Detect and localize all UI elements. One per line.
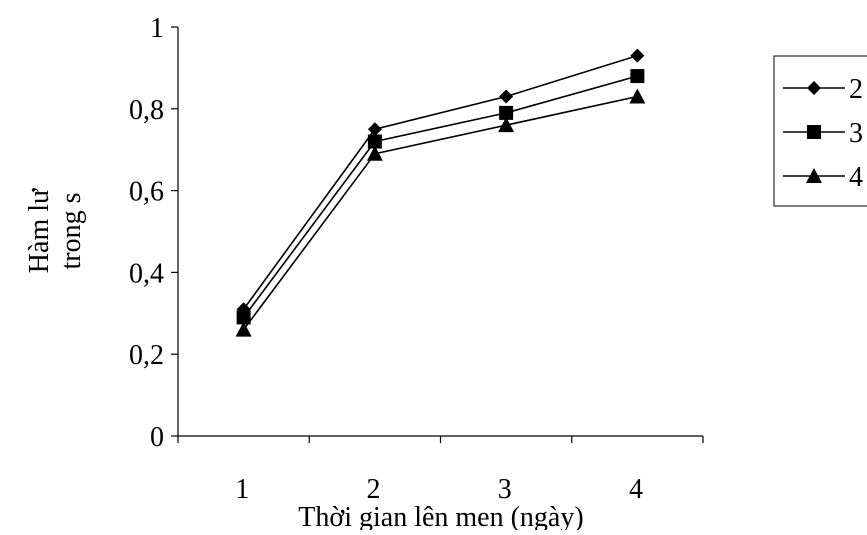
data-point-triangle bbox=[498, 117, 515, 133]
y-tick-label: 1 bbox=[150, 13, 164, 44]
series-line bbox=[242, 95, 638, 331]
data-point-triangle bbox=[629, 88, 646, 104]
x-tick-label: 1 bbox=[235, 474, 249, 505]
series-line bbox=[242, 54, 638, 310]
data-point-square bbox=[236, 310, 251, 325]
series-3 bbox=[236, 69, 645, 325]
data-point-diamond bbox=[499, 89, 514, 104]
series-layer bbox=[235, 48, 646, 337]
x-tick-label: 3 bbox=[498, 474, 512, 505]
y-tick-label: 0,6 bbox=[129, 177, 164, 208]
data-point-square bbox=[630, 69, 645, 84]
legend-marker-triangle bbox=[806, 168, 822, 183]
legend-label: 3 bbox=[849, 118, 863, 149]
legend-label: 2 bbox=[849, 74, 863, 105]
data-point-diamond bbox=[630, 48, 645, 63]
y-axis-title-line: trong s bbox=[56, 193, 87, 270]
data-point-square bbox=[499, 105, 514, 120]
data-point-triangle bbox=[235, 321, 252, 337]
y-tick-label: 0,4 bbox=[129, 258, 164, 289]
legend: 2 3 4 bbox=[773, 55, 867, 207]
x-axis-title: Thời gian lên men (ngày) bbox=[298, 502, 583, 530]
data-point-square bbox=[367, 134, 382, 149]
y-tick-label: 0,2 bbox=[129, 340, 164, 371]
y-tick-label: 0,8 bbox=[129, 95, 164, 126]
legend-marker-diamond bbox=[807, 81, 821, 95]
legend-marker-square bbox=[807, 125, 821, 139]
legend-label: 4 bbox=[849, 162, 863, 193]
series-4 bbox=[235, 88, 646, 337]
series-2 bbox=[236, 48, 645, 317]
x-tick-label: 4 bbox=[629, 474, 643, 505]
series-line bbox=[242, 75, 638, 318]
y-tick-label: 0 bbox=[150, 422, 164, 453]
y-axis-title: Hàm lư trong s bbox=[24, 188, 87, 273]
y-axis-title-line: Hàm lư bbox=[24, 188, 55, 273]
data-point-triangle bbox=[366, 145, 383, 161]
data-point-diamond bbox=[367, 122, 382, 137]
x-tick-label: 2 bbox=[367, 474, 381, 505]
axes: 0 0,2 0,4 0,6 0,8 1 1 2 3 4 bbox=[129, 13, 704, 505]
